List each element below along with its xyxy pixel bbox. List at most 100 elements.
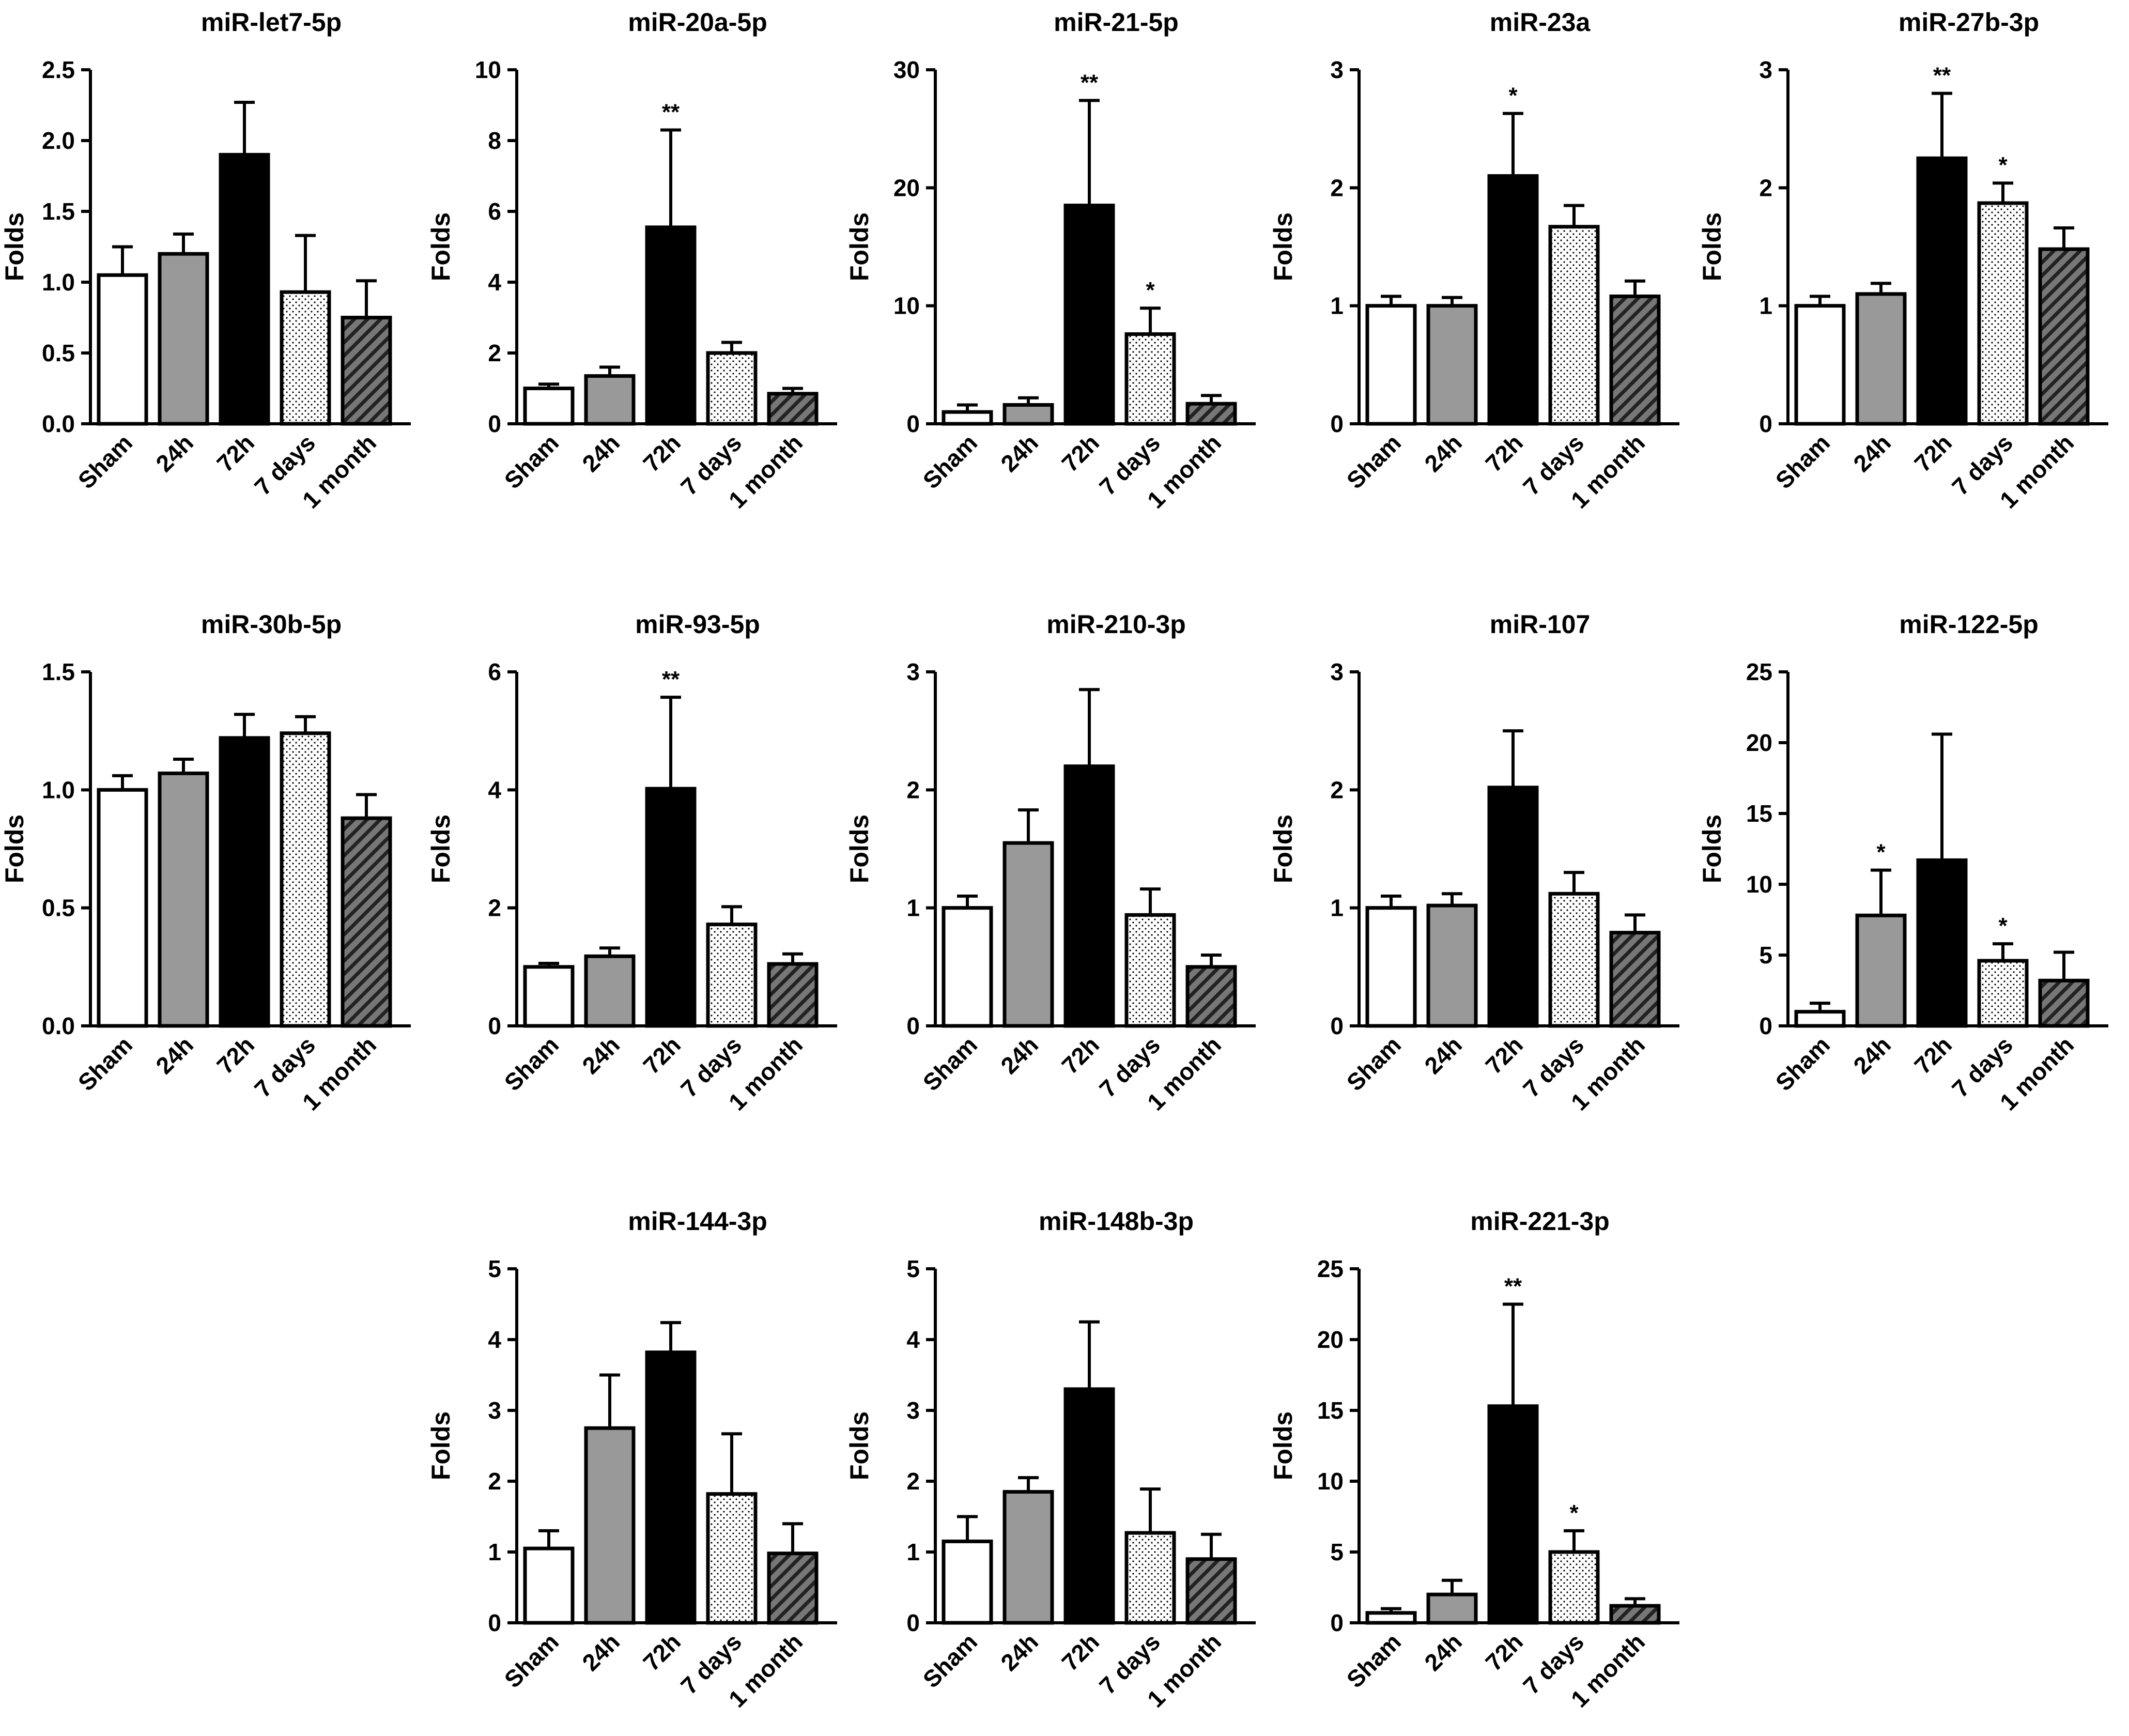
x-tick-label: 24h bbox=[1419, 1628, 1467, 1676]
x-tick-label: Sham bbox=[1341, 1628, 1406, 1693]
significance-marker: * bbox=[1146, 278, 1155, 303]
bar-7-days bbox=[1977, 959, 2029, 1028]
bar-7-days bbox=[706, 923, 758, 1028]
chart-title: miR-30b-5p bbox=[201, 610, 342, 639]
bar-72h bbox=[1487, 174, 1539, 426]
bar-7-days bbox=[706, 351, 758, 426]
y-axis-label: Folds bbox=[1698, 815, 1726, 883]
bar-1-month bbox=[1185, 402, 1237, 426]
y-tick-label: 15 bbox=[1746, 800, 1772, 827]
bar-24h bbox=[1426, 304, 1478, 426]
bar-24h bbox=[158, 771, 209, 1028]
bar-72h bbox=[1063, 764, 1115, 1028]
x-tick-label: Sham bbox=[499, 429, 564, 494]
y-tick-label: 20 bbox=[1746, 729, 1772, 756]
chart-title: miR-107 bbox=[1490, 610, 1591, 639]
x-tick-label: 24h bbox=[150, 1031, 198, 1079]
y-tick-label: 1.5 bbox=[42, 658, 75, 685]
y-tick-label: 5 bbox=[1759, 942, 1772, 969]
y-tick-label: 2.0 bbox=[42, 127, 75, 154]
y-tick-label: 0 bbox=[1759, 1012, 1772, 1039]
bar-72h bbox=[219, 736, 270, 1028]
y-axis-label: Folds bbox=[1269, 212, 1298, 281]
y-tick-label: 3 bbox=[488, 1397, 501, 1424]
x-tick-label: 72h bbox=[638, 1031, 686, 1079]
bar-72h bbox=[1063, 204, 1115, 426]
chart-title: miR-21-5p bbox=[1054, 8, 1179, 37]
x-tick-label: 72h bbox=[211, 429, 259, 477]
bar-24h bbox=[584, 374, 636, 426]
x-tick-label: Sham bbox=[918, 429, 982, 494]
bar-24h bbox=[1855, 292, 1907, 426]
bar-1-month bbox=[2038, 247, 2090, 426]
significance-marker: * bbox=[1998, 913, 2008, 939]
chart-title: miR-27b-3p bbox=[1899, 8, 2039, 37]
bar-sham bbox=[1365, 304, 1417, 426]
y-tick-label: 4 bbox=[488, 269, 501, 296]
y-tick-label: 1 bbox=[1330, 293, 1344, 319]
y-tick-label: 0 bbox=[1330, 410, 1344, 437]
significance-marker: ** bbox=[662, 99, 680, 125]
x-tick-label: 72h bbox=[1909, 429, 1957, 477]
x-tick-label: 24h bbox=[150, 429, 198, 477]
significance-marker: ** bbox=[1933, 63, 1951, 88]
y-tick-label: 0 bbox=[1759, 410, 1772, 437]
x-tick-label: 72h bbox=[1056, 429, 1104, 477]
bar-7-days bbox=[1124, 913, 1176, 1028]
bar-72h bbox=[219, 152, 270, 426]
y-tick-label: 6 bbox=[488, 658, 501, 685]
y-tick-label: 1 bbox=[488, 1539, 501, 1565]
bar-24h bbox=[158, 252, 209, 426]
y-tick-label: 4 bbox=[488, 1326, 501, 1353]
bar-1-month bbox=[767, 392, 819, 426]
bar-24h bbox=[1002, 1490, 1054, 1625]
chart-title: miR-148b-3p bbox=[1039, 1207, 1194, 1236]
bar-1-month bbox=[2038, 978, 2090, 1028]
bar-72h bbox=[645, 1350, 697, 1625]
bar-72h bbox=[645, 787, 697, 1028]
chart-title: miR-122-5p bbox=[1899, 610, 2039, 639]
bar-24h bbox=[1426, 903, 1478, 1028]
x-tick-label: Sham bbox=[73, 1031, 137, 1096]
x-tick-label: 72h bbox=[1056, 1031, 1104, 1079]
bar-7-days bbox=[1977, 201, 2029, 426]
y-tick-label: 10 bbox=[475, 56, 501, 83]
chart-title: miR-20a-5p bbox=[628, 8, 767, 37]
bar-7-days bbox=[1548, 225, 1600, 426]
chart-title: miR-221-3p bbox=[1470, 1207, 1610, 1236]
y-tick-label: 0.0 bbox=[42, 1012, 75, 1039]
bar-7-days bbox=[1124, 1531, 1176, 1625]
x-tick-label: 72h bbox=[1480, 1031, 1528, 1079]
bar-1-month bbox=[1185, 1557, 1237, 1625]
y-tick-label: 5 bbox=[488, 1255, 501, 1282]
y-tick-label: 0.5 bbox=[42, 895, 75, 921]
y-tick-label: 20 bbox=[893, 174, 920, 201]
x-tick-label: Sham bbox=[1341, 429, 1406, 494]
y-axis-label: Folds bbox=[426, 815, 455, 883]
y-tick-label: 5 bbox=[906, 1255, 920, 1282]
y-tick-label: 0 bbox=[488, 1609, 501, 1636]
x-tick-label: 24h bbox=[1419, 1031, 1467, 1079]
y-tick-label: 1.0 bbox=[42, 776, 75, 803]
y-tick-label: 25 bbox=[1317, 1255, 1344, 1282]
bar-1-month bbox=[1185, 965, 1237, 1028]
y-axis-label: Folds bbox=[845, 1411, 874, 1480]
y-tick-label: 4 bbox=[488, 776, 501, 803]
x-tick-label: Sham bbox=[1341, 1031, 1406, 1096]
significance-marker: ** bbox=[1081, 70, 1099, 95]
significance-marker: * bbox=[1508, 83, 1518, 108]
y-axis-label: Folds bbox=[0, 212, 29, 281]
y-tick-label: 2 bbox=[1330, 174, 1344, 201]
x-tick-label: 72h bbox=[638, 1628, 686, 1676]
bar-1-month bbox=[767, 1551, 819, 1625]
y-tick-label: 6 bbox=[488, 198, 501, 225]
bar-1-month bbox=[1609, 931, 1661, 1028]
y-tick-label: 1 bbox=[906, 895, 920, 921]
